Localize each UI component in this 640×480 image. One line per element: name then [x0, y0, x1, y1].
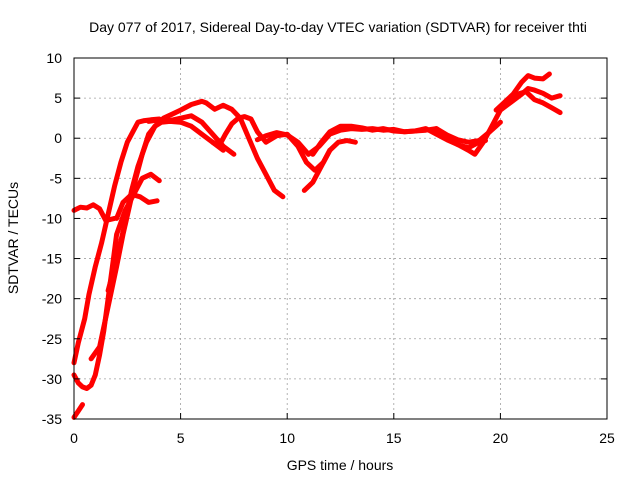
y-tick-label: 0 — [54, 130, 62, 146]
x-tick-label: 15 — [386, 430, 402, 446]
series-line-trace-11 — [301, 138, 358, 193]
series-line-trace-6 — [105, 98, 286, 294]
x-axis-label: GPS time / hours — [287, 457, 394, 473]
y-axis-label: SDTVAR / TECUs — [5, 182, 21, 294]
series-line-trace-12 — [310, 119, 503, 157]
series-line-trace-4 — [71, 402, 85, 420]
y-tick-label: -35 — [42, 411, 62, 427]
y-tick-label: 10 — [46, 50, 62, 66]
plot-frame — [73, 57, 608, 420]
series-line-trace-5 — [88, 118, 226, 362]
series-line-trace-7 — [114, 191, 160, 221]
chart-title: Day 077 of 2017, Sidereal Day-to-day VTE… — [89, 19, 587, 35]
y-tick-label: -5 — [50, 170, 63, 186]
y-tick-label: 5 — [54, 90, 62, 106]
y-tick-label: -10 — [42, 210, 62, 226]
x-tick-label: 10 — [279, 430, 295, 446]
grid-lines — [74, 58, 607, 419]
x-tick-label: 25 — [599, 430, 615, 446]
axis-ticks: 0 5 10 15 20 25 -35 -30 -25 -20 -15 -10 -5 0 5 10 — [42, 50, 615, 446]
series-line-trace-13 — [433, 86, 563, 157]
data-series — [71, 71, 563, 420]
series-line-trace-2 — [71, 116, 162, 366]
y-tick-label: -20 — [42, 291, 62, 307]
x-tick-label: 0 — [70, 430, 78, 446]
y-tick-label: -15 — [42, 251, 62, 267]
y-tick-label: -25 — [42, 331, 62, 347]
series-line-trace-15 — [504, 89, 563, 116]
y-tick-label: -30 — [42, 371, 62, 387]
x-tick-label: 5 — [177, 430, 185, 446]
x-tick-label: 20 — [493, 430, 509, 446]
series-line-trace-9 — [210, 114, 333, 173]
